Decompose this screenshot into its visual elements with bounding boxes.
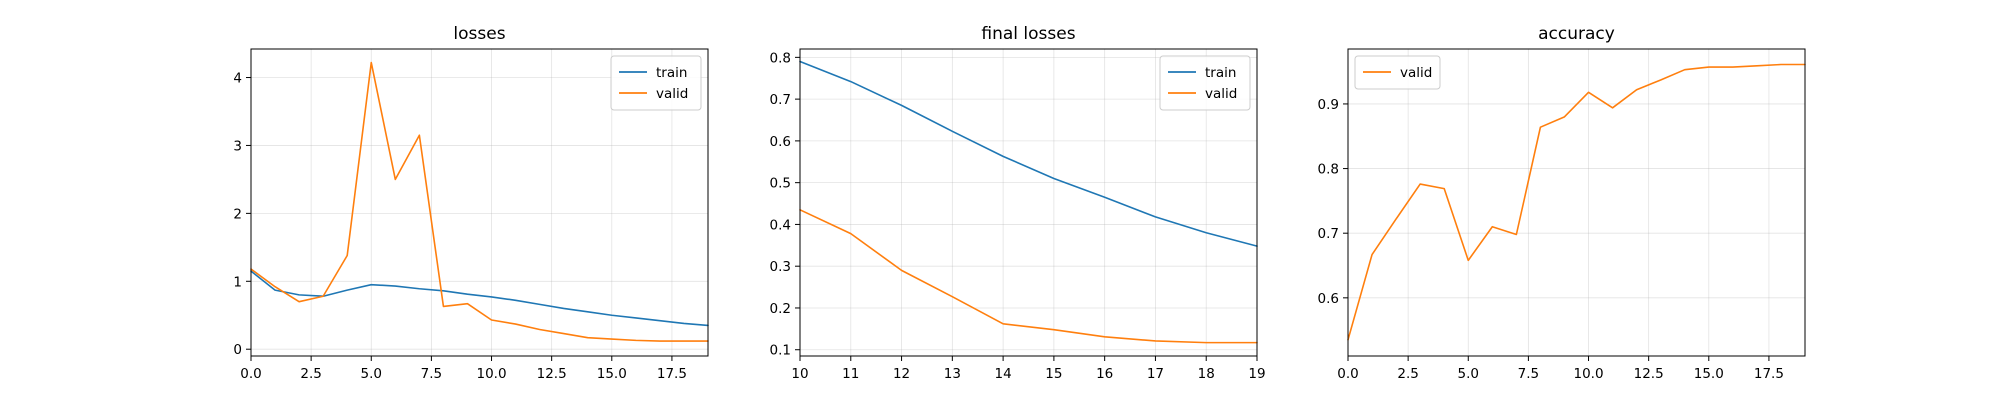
- legend-label: valid: [1205, 86, 1237, 102]
- y-tick-label: 0.6: [770, 134, 791, 150]
- x-tick-label: 0.0: [1337, 366, 1358, 382]
- y-tick-label: 0: [233, 342, 242, 358]
- legend-label: train: [656, 65, 687, 81]
- legend-label: valid: [1400, 65, 1432, 81]
- y-tick-label: 3: [233, 138, 242, 154]
- x-tick-label: 17.5: [657, 366, 687, 382]
- x-tick-label: 15: [1045, 366, 1062, 382]
- x-tick-label: 5.0: [1458, 366, 1479, 382]
- x-tick-label: 7.5: [421, 366, 442, 382]
- x-tick-label: 17.5: [1754, 366, 1784, 382]
- gridlines: [1347, 49, 1805, 356]
- x-tick-label: 2.5: [1397, 366, 1418, 382]
- y-tick-label: 0.7: [1318, 226, 1339, 242]
- chart-title: losses: [453, 24, 505, 44]
- series-line-valid: [1347, 63, 1806, 341]
- x-tick-label: 16: [1096, 366, 1113, 382]
- y-tick-label: 0.9: [1318, 97, 1339, 113]
- y-tick-label: 0.4: [770, 217, 791, 233]
- x-tick-label: 15.0: [597, 366, 627, 382]
- x-tick-label: 0.0: [240, 366, 261, 382]
- legend-box: [610, 55, 702, 111]
- x-tick-label: 18: [1198, 366, 1215, 382]
- chart-title: accuracy: [1538, 24, 1615, 44]
- series-line-train: [250, 270, 709, 327]
- axes-frame: [799, 48, 1258, 357]
- x-tick-label: 10.0: [1573, 366, 1603, 382]
- x-tick-label: 13: [944, 366, 961, 382]
- x-tick-label: 10.0: [476, 366, 506, 382]
- x-tick-label: 17: [1147, 366, 1164, 382]
- chart-title: final losses: [981, 24, 1075, 44]
- y-tick-label: 0.2: [770, 301, 791, 317]
- x-tick-label: 12.5: [1634, 366, 1664, 382]
- x-tick-label: 14: [995, 366, 1012, 382]
- x-tick-label: 7.5: [1518, 366, 1539, 382]
- series-line-valid: [250, 61, 709, 342]
- axes-frame: [1347, 48, 1806, 357]
- y-tick-label: 0.5: [770, 176, 791, 192]
- y-tick-label: 0.1: [770, 343, 791, 359]
- legend-label: train: [1205, 65, 1236, 81]
- x-tick-label: 19: [1248, 366, 1265, 382]
- x-tick-label: 12.5: [537, 366, 567, 382]
- y-tick-label: 0.7: [770, 92, 791, 108]
- y-tick-label: 0.8: [770, 50, 791, 66]
- y-tick-label: 2: [233, 206, 242, 222]
- legend: train valid: [610, 55, 702, 111]
- legend: valid: [1354, 55, 1441, 90]
- y-tick-label: 0.6: [1318, 291, 1339, 307]
- legend-label: valid: [656, 86, 688, 102]
- x-tick-label: 15.0: [1694, 366, 1724, 382]
- axes-frame: [250, 48, 709, 357]
- x-tick-label: 12: [893, 366, 910, 382]
- accuracy-chart: 0.0 2.5 5.0 7.5 10.0 12.5 15.0 17.5 0.6 0.7 0.8 0.9…: [1318, 24, 1806, 382]
- legend-box: [1159, 55, 1251, 111]
- series-line-valid: [799, 209, 1258, 344]
- x-tick-label: 2.5: [300, 366, 321, 382]
- gridlines: [799, 49, 1258, 356]
- y-tick-label: 4: [233, 71, 242, 87]
- legend: train valid: [1159, 55, 1251, 111]
- legend-box: [1354, 55, 1441, 90]
- x-tick-label: 11: [842, 366, 859, 382]
- final-losses-chart: 10 11 12 13 14 15 16 17 18 19 0.1 0.2 0.3 0.4 0.5 0.6 0.…: [770, 24, 1266, 382]
- losses-chart: 0.0 2.5 5.0 7.5 10.0 12.5 15.0 17.5 0 1 2 3 4 losses t…: [233, 24, 709, 382]
- y-tick-label: 1: [233, 274, 242, 290]
- x-tick-label: 5.0: [361, 366, 382, 382]
- series-line-train: [799, 60, 1258, 247]
- y-tick-label: 0.3: [770, 259, 791, 275]
- y-tick-label: 0.8: [1318, 162, 1339, 178]
- x-tick-label: 10: [791, 366, 808, 382]
